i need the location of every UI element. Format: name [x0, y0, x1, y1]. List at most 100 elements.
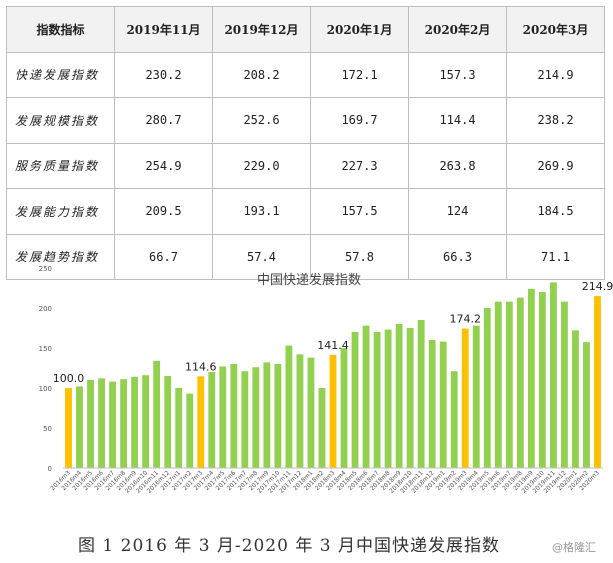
table-cell: 193.1: [212, 188, 311, 235]
table-cell: 254.9: [114, 142, 213, 189]
table-cell: 157.5: [310, 188, 409, 235]
bar: [384, 329, 392, 468]
bar: [65, 388, 72, 468]
table-cell: 230.2: [114, 51, 213, 98]
bar: [175, 388, 183, 468]
row-name: 服务质量指数: [6, 142, 115, 189]
table-cell: 214.9: [506, 51, 605, 98]
bar: [351, 332, 359, 468]
bar: [472, 325, 480, 468]
y-tick-label: 200: [39, 305, 52, 313]
bar: [263, 362, 271, 468]
bar: [494, 301, 502, 468]
bar-series: [65, 282, 601, 468]
header-cell-indicator: 指数指标: [6, 6, 115, 53]
bar: [318, 388, 326, 468]
table-cell: 57.8: [310, 233, 409, 280]
y-axis: 0 50 100 150 200 250: [39, 265, 52, 473]
bar: [142, 375, 150, 468]
bar: [120, 379, 128, 468]
bar: [153, 360, 161, 468]
bar: [307, 357, 315, 468]
bar: [109, 381, 117, 468]
bar: [76, 386, 83, 468]
header-cell-2020-01: 2020年1月: [310, 6, 409, 53]
row-name: 发展趋势指数: [6, 233, 115, 280]
y-tick-label: 100: [39, 385, 52, 393]
bar: [131, 376, 139, 468]
bar: [208, 372, 216, 468]
bar: [450, 371, 458, 468]
bar: [219, 366, 227, 468]
table-cell: 269.9: [506, 142, 605, 189]
bar: [98, 378, 105, 468]
row-name: 发展规模指数: [6, 97, 115, 144]
bar: [572, 330, 579, 468]
bar: [186, 393, 194, 468]
table-cell: 280.7: [114, 97, 213, 144]
table-cell: 238.2: [506, 97, 605, 144]
data-label: 114.6: [185, 360, 217, 373]
index-table: 指数指标 2019年11月 2019年12月 2020年1月 2020年2月 2…: [6, 6, 605, 280]
data-label: 174.2: [449, 313, 481, 326]
table-cell: 71.1: [506, 233, 605, 280]
data-label: 214.9: [582, 280, 613, 293]
table-row: 发展趋势指数 66.7 57.4 57.8 66.3 71.1: [6, 233, 605, 280]
bar: [230, 364, 238, 468]
table-cell: 208.2: [212, 51, 311, 98]
bar: [296, 354, 304, 468]
header-cell-2019-12: 2019年12月: [212, 6, 311, 53]
table-cell: 263.8: [408, 142, 507, 189]
bar: [461, 328, 469, 468]
header-cell-2019-11: 2019年11月: [114, 6, 213, 53]
table-cell: 229.0: [212, 142, 311, 189]
bar: [428, 340, 436, 468]
bar: [439, 341, 447, 468]
chart-title: 中国快递发展指数: [257, 272, 361, 288]
row-name: 发展能力指数: [6, 188, 115, 235]
y-tick-label: 250: [39, 265, 52, 273]
bar: [395, 324, 403, 468]
header-cell-2020-02: 2020年2月: [408, 6, 507, 53]
bar: [164, 376, 172, 468]
bar: [241, 371, 249, 468]
bar: [561, 301, 568, 468]
watermark: @格隆汇: [552, 541, 596, 554]
bar: [329, 354, 337, 468]
y-tick-label: 50: [43, 425, 52, 433]
table-cell: 172.1: [310, 51, 409, 98]
bar: [538, 292, 546, 468]
table-cell: 252.6: [212, 97, 311, 144]
table-cell: 209.5: [114, 188, 213, 235]
bar: [252, 367, 260, 468]
bar: [197, 376, 205, 468]
table-cell: 66.7: [114, 233, 213, 280]
bar: [417, 320, 425, 468]
data-label: 100.0: [53, 372, 85, 385]
y-tick-label: 0: [48, 465, 52, 473]
bar: [373, 332, 381, 468]
table-cell: 184.5: [506, 188, 605, 235]
bar: [87, 380, 94, 468]
table-header-row: 指数指标 2019年11月 2019年12月 2020年1月 2020年2月 2…: [6, 6, 605, 53]
bar: [549, 282, 557, 468]
header-cell-2020-03: 2020年3月: [506, 6, 605, 53]
table-cell: 114.4: [408, 97, 507, 144]
table-row: 快递发展指数 230.2 208.2 172.1 157.3 214.9: [6, 51, 605, 98]
figure-caption: 图 1 2016 年 3 月-2020 年 3 月中国快递发展指数: [78, 536, 500, 556]
bar: [516, 297, 524, 468]
table-row: 服务质量指数 254.9 229.0 227.3 263.8 269.9: [6, 142, 605, 189]
data-label: 141.4: [317, 339, 349, 352]
bar: [340, 348, 348, 468]
table-cell: 169.7: [310, 97, 409, 144]
table-row: 发展能力指数 209.5 193.1 157.5 124 184.5: [6, 188, 605, 235]
bar: [406, 328, 414, 468]
bar: [274, 364, 282, 468]
table-cell: 124: [408, 188, 507, 235]
bar: [583, 342, 590, 468]
bar: [594, 296, 601, 468]
bar: [362, 325, 370, 468]
express-index-bar-chart: 中国快递发展指数 0 50 100 150 200 250 100.0 114.6 141.4…: [39, 265, 613, 495]
y-tick-label: 150: [39, 345, 52, 353]
table-cell: 227.3: [310, 142, 409, 189]
